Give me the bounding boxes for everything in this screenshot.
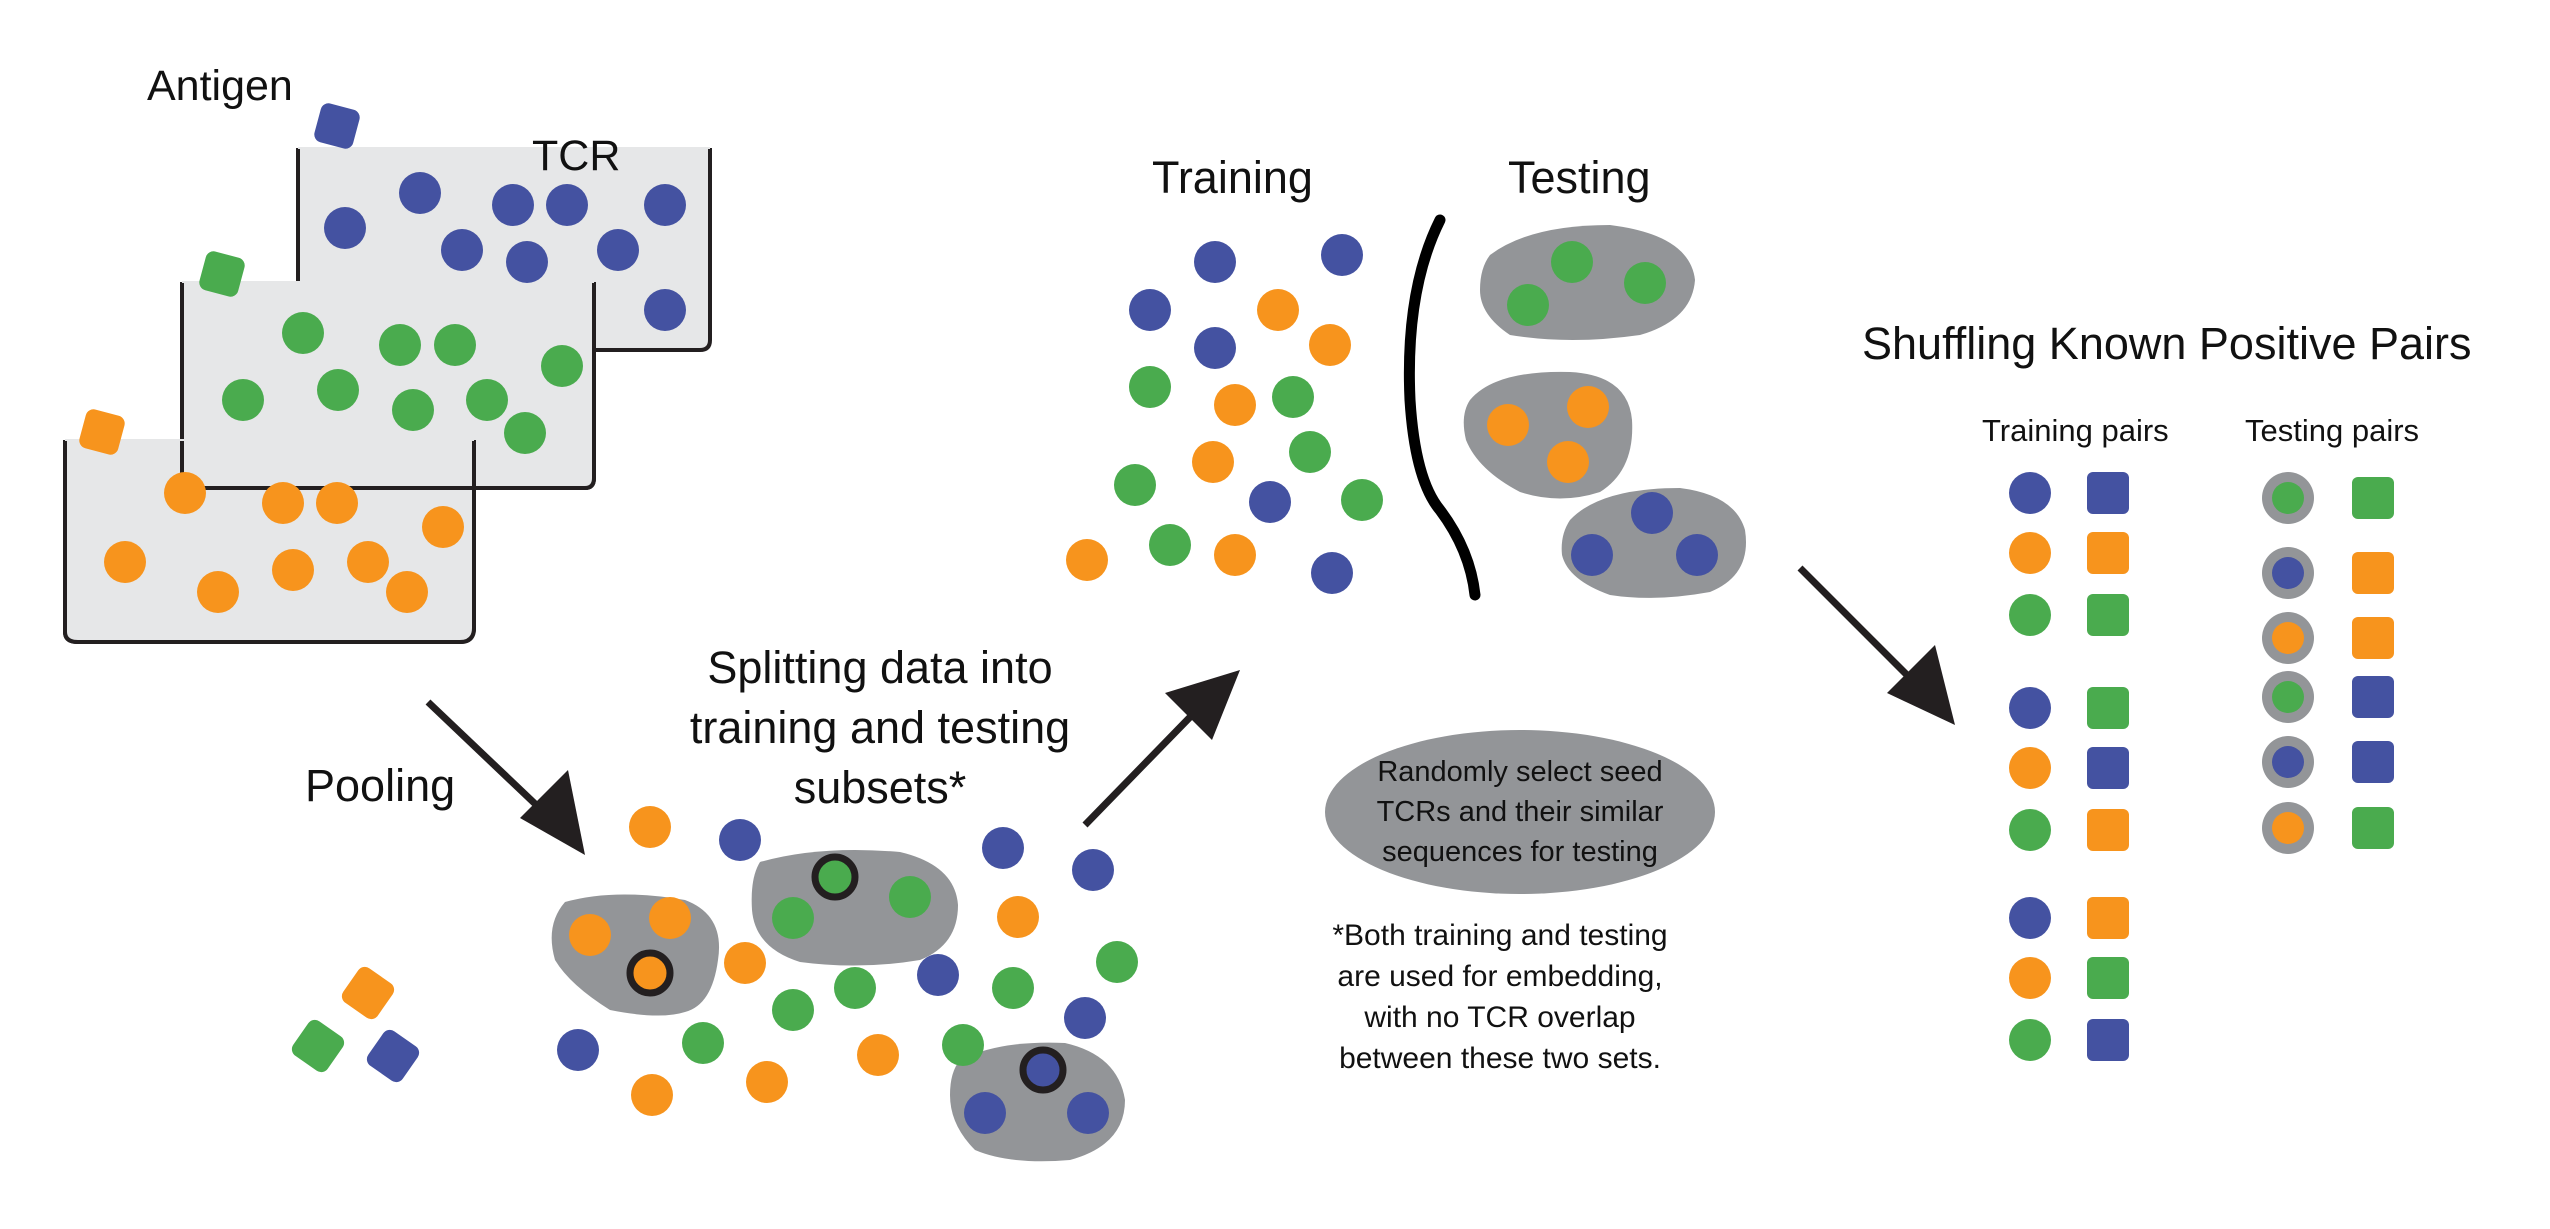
footnote-line-4: between these two sets. bbox=[1339, 1042, 1661, 1075]
seed-tcr-orange bbox=[626, 949, 674, 997]
training-pair-tcr bbox=[2009, 472, 2051, 514]
footnote: *Both training and testing are used for … bbox=[1290, 915, 1710, 1079]
testing-pair-tcr bbox=[2272, 622, 2304, 654]
training-pairs-group bbox=[2009, 472, 2129, 1061]
selection-oval-text: Randomly select seed TCRs and their simi… bbox=[1330, 752, 1710, 872]
training-pair-antigen bbox=[2087, 957, 2129, 999]
training-pair-antigen bbox=[2087, 594, 2129, 636]
training-pair-antigen bbox=[2087, 532, 2129, 574]
testing-tcrs bbox=[1487, 241, 1718, 576]
training-pair-tcr bbox=[2009, 594, 2051, 636]
oval-line-3: sequences for testing bbox=[1382, 836, 1658, 868]
oval-line-1: Randomly select seed bbox=[1377, 756, 1663, 788]
testing-pairs-heading: Testing pairs bbox=[2245, 413, 2420, 448]
tray-orange-tcrs bbox=[104, 472, 464, 613]
testing-pair-antigen bbox=[2352, 477, 2394, 519]
antigen-label: Antigen bbox=[147, 62, 293, 110]
testing-heading: Testing bbox=[1508, 152, 1651, 203]
antigen-square-blue bbox=[314, 103, 360, 149]
train-test-divider bbox=[1403, 214, 1481, 601]
splitting-line-1: Splitting data into bbox=[707, 642, 1053, 693]
splitting-line-3: subsets* bbox=[793, 762, 967, 813]
shuffling-title: Shuffling Known Positive Pairs bbox=[1862, 318, 2472, 369]
training-pair-tcr bbox=[2009, 897, 2051, 939]
free-antigen-orange bbox=[341, 966, 395, 1020]
training-pair-tcr bbox=[2009, 1019, 2051, 1061]
testing-pair-antigen bbox=[2352, 552, 2394, 594]
pooled-tcrs bbox=[557, 806, 1138, 1116]
antigen-square-green bbox=[199, 251, 245, 297]
training-pair-tcr bbox=[2009, 957, 2051, 999]
tcr-label: TCR bbox=[532, 132, 621, 180]
tray-green-tcrs bbox=[222, 312, 583, 454]
training-pair-antigen bbox=[2087, 897, 2129, 939]
footnote-line-1: *Both training and testing bbox=[1332, 919, 1668, 952]
testing-pair-tcr bbox=[2272, 746, 2304, 778]
training-pair-antigen bbox=[2087, 1019, 2129, 1061]
training-tcrs bbox=[1066, 234, 1383, 594]
testing-pair-tcr bbox=[2272, 812, 2304, 844]
seed-tcr-blue bbox=[1019, 1046, 1067, 1094]
testing-pair-antigen bbox=[2352, 741, 2394, 783]
training-pair-antigen bbox=[2087, 687, 2129, 729]
training-pairs-heading: Training pairs bbox=[1982, 413, 2169, 448]
testing-pair-tcr bbox=[2272, 681, 2304, 713]
training-pair-antigen bbox=[2087, 472, 2129, 514]
free-antigen-blue bbox=[366, 1029, 420, 1083]
arrow-to-shuffling bbox=[1797, 565, 1955, 725]
footnote-line-2: are used for embedding, bbox=[1337, 960, 1663, 993]
antigen-square-orange bbox=[79, 409, 125, 455]
splitting-line-2: training and testing bbox=[689, 702, 1071, 753]
arrow-pooling bbox=[425, 699, 585, 855]
testing-pair-tcr bbox=[2272, 557, 2304, 589]
pooled-cluster-tcrs bbox=[569, 853, 1109, 1134]
seed-tcr-green bbox=[811, 853, 859, 901]
testing-pair-antigen bbox=[2352, 676, 2394, 718]
free-antigen-green bbox=[291, 1019, 345, 1073]
testing-pair-antigen bbox=[2352, 807, 2394, 849]
testing-pairs-group bbox=[2262, 472, 2394, 854]
training-pair-tcr bbox=[2009, 809, 2051, 851]
testing-pair-tcr bbox=[2272, 482, 2304, 514]
tray-blue-tcrs bbox=[324, 172, 686, 331]
training-heading: Training bbox=[1152, 152, 1313, 203]
testing-pair-antigen bbox=[2352, 617, 2394, 659]
training-pair-tcr bbox=[2009, 747, 2051, 789]
splitting-title: Splitting data into training and testing… bbox=[640, 638, 1120, 818]
training-pair-tcr bbox=[2009, 687, 2051, 729]
training-pair-antigen bbox=[2087, 747, 2129, 789]
training-pair-tcr bbox=[2009, 532, 2051, 574]
training-pair-antigen bbox=[2087, 809, 2129, 851]
oval-line-2: TCRs and their similar bbox=[1376, 796, 1664, 828]
selection-oval bbox=[1325, 730, 1715, 894]
arrow-to-split bbox=[1082, 670, 1240, 828]
testing-cluster-2 bbox=[1463, 371, 1633, 499]
footnote-line-3: with no TCR overlap bbox=[1364, 1001, 1636, 1034]
pooling-label: Pooling bbox=[305, 760, 456, 811]
